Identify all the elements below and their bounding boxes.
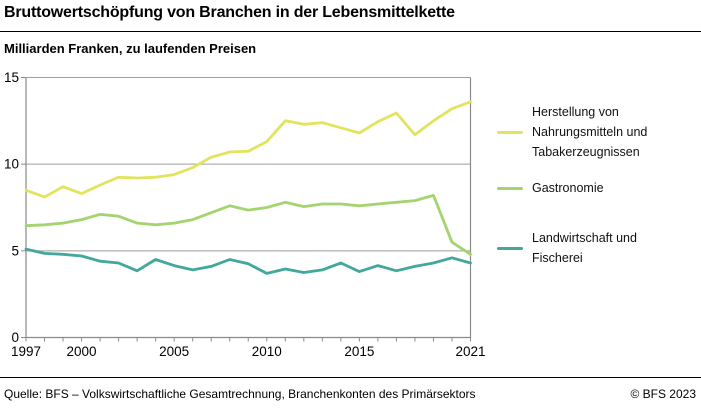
svg-text:10: 10 xyxy=(4,157,19,172)
legend-item-food-manufacturing: Herstellung von Nahrungsmitteln und Taba… xyxy=(497,102,697,162)
svg-text:0: 0 xyxy=(11,330,19,345)
legend-item-gastronomy: Gastronomie xyxy=(497,178,697,198)
title-rule xyxy=(0,31,701,32)
svg-text:15: 15 xyxy=(4,70,19,85)
line-chart-svg: 0 5 10 15 1997 2000 2005 2010 2015 2021 xyxy=(4,70,486,359)
svg-text:2015: 2015 xyxy=(344,344,374,359)
legend-item-agriculture: Landwirtschaft und Fischerei xyxy=(497,228,697,268)
chart-subtitle: Milliarden Franken, zu laufenden Preisen xyxy=(4,41,257,56)
svg-text:2000: 2000 xyxy=(67,344,97,359)
chart-legend: Herstellung von Nahrungsmitteln und Taba… xyxy=(497,0,701,410)
legend-label: Landwirtschaft und Fischerei xyxy=(532,231,637,265)
svg-text:2021: 2021 xyxy=(455,344,485,359)
page-title: Bruttowertschöpfung von Branchen in der … xyxy=(4,4,455,21)
footer-source-text: Quelle: BFS – Volkswirtschaftliche Gesam… xyxy=(4,387,476,401)
footer-copyright-text: © BFS 2023 xyxy=(630,387,696,401)
svg-text:2005: 2005 xyxy=(159,344,189,359)
legend-swatch-food-manufacturing xyxy=(497,130,523,134)
legend-swatch-agriculture xyxy=(497,246,523,250)
svg-text:1997: 1997 xyxy=(11,344,41,359)
legend-swatch-gastronomy xyxy=(497,186,523,190)
legend-label: Herstellung von Nahrungsmitteln und Taba… xyxy=(532,105,648,159)
legend-label: Gastronomie xyxy=(532,181,604,195)
svg-text:5: 5 xyxy=(11,243,19,258)
svg-text:2010: 2010 xyxy=(252,344,282,359)
footer-rule xyxy=(0,377,701,378)
line-chart: 0 5 10 15 1997 2000 2005 2010 2015 2021 xyxy=(0,60,497,375)
